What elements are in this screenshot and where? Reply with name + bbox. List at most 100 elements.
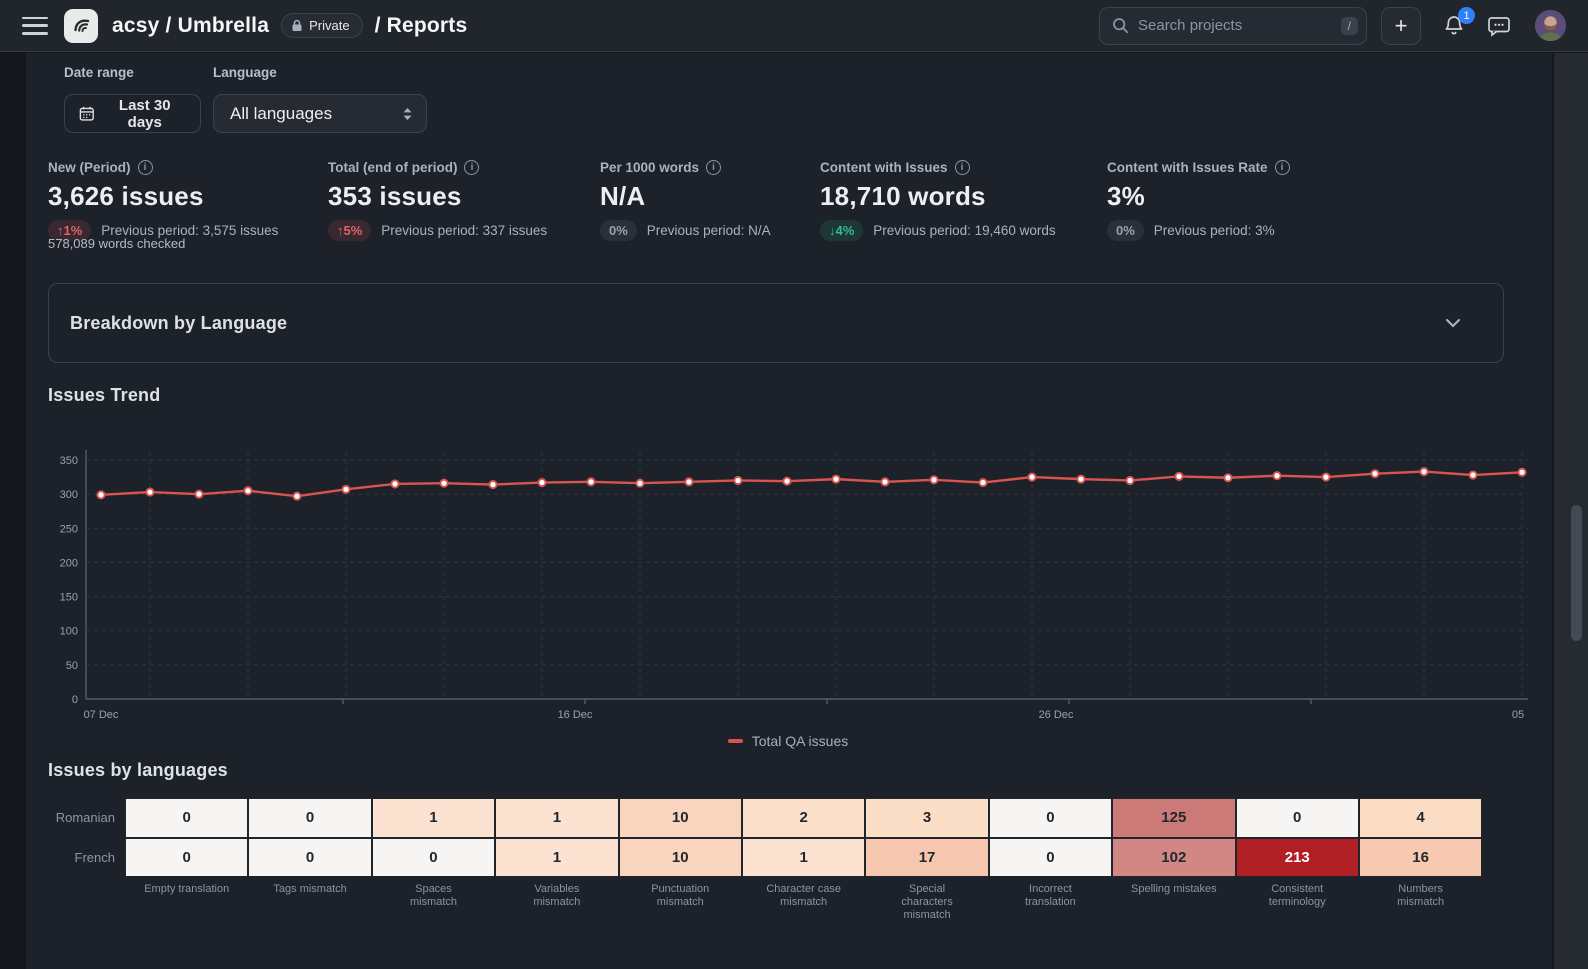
search-box[interactable]: / (1099, 6, 1367, 45)
info-icon[interactable]: i (464, 160, 480, 175)
data-point[interactable] (1076, 474, 1086, 484)
heatmap-column-label-text: Variables mismatch (533, 883, 581, 908)
stat-label-text: Content with Issues Rate (1107, 160, 1268, 175)
data-point[interactable] (1223, 473, 1233, 483)
heatmap-cell[interactable]: 16 (1358, 837, 1483, 877)
private-badge: Private (281, 13, 363, 38)
heatmap-cell[interactable]: 102 (1112, 837, 1236, 877)
data-point[interactable] (292, 491, 302, 501)
chat-icon (1488, 16, 1510, 37)
data-point[interactable] (586, 477, 596, 487)
heatmap-cell[interactable]: 1 (371, 798, 496, 838)
heatmap-cell[interactable]: 0 (988, 837, 1113, 877)
heatmap-cell[interactable]: 1 (495, 798, 619, 838)
scrollbar-track[interactable] (1554, 53, 1588, 969)
data-point[interactable] (439, 478, 449, 488)
issues-by-languages-heatmap: Romanian 0 0 1 1 10 2 3 0 125 0 4 French 0 0 0 1 10 1 17 0 10… (26, 798, 1483, 922)
info-icon[interactable]: i (1274, 160, 1290, 175)
heatmap-cell[interactable]: 10 (618, 798, 742, 838)
data-point[interactable] (390, 479, 400, 489)
heatmap-cell[interactable]: 0 (125, 837, 249, 877)
search-input[interactable] (1138, 17, 1341, 34)
heatmap-cell[interactable]: 3 (865, 798, 989, 838)
stat-sub: 0% Previous period: 3% (1107, 220, 1290, 241)
data-point[interactable] (978, 477, 988, 488)
stat-change-badge: ↑5% (328, 220, 372, 241)
stat-label: Total (end of period) i (328, 160, 547, 175)
data-point[interactable] (1517, 467, 1527, 477)
data-point[interactable] (1370, 469, 1380, 479)
heatmap-cell[interactable]: 213 (1235, 837, 1359, 877)
data-point[interactable] (96, 490, 106, 500)
messages-button[interactable] (1487, 15, 1511, 37)
heatmap-cell[interactable]: 0 (248, 837, 372, 877)
heatmap-cell[interactable]: 1 (495, 837, 619, 877)
data-point[interactable] (341, 484, 351, 494)
heatmap-column-label: Special characters mismatch (865, 877, 988, 922)
heatmap-cell[interactable]: 0 (1235, 798, 1359, 838)
breadcrumb: acsy / Umbrella Private / Reports (112, 13, 467, 38)
scrollbar-thumb[interactable] (1571, 505, 1582, 641)
heatmap-cell[interactable]: 4 (1358, 798, 1483, 838)
data-point[interactable] (194, 489, 204, 499)
data-point[interactable] (831, 474, 841, 484)
data-point[interactable] (145, 487, 155, 497)
heatmap-cell[interactable]: 0 (988, 798, 1113, 838)
data-point[interactable] (243, 486, 253, 496)
heatmap-column-label: Tags mismatch (248, 877, 371, 922)
add-button[interactable]: + (1381, 6, 1421, 45)
data-point[interactable] (1468, 470, 1478, 480)
breadcrumb-project[interactable]: acsy / Umbrella (112, 13, 270, 37)
menu-button[interactable] (22, 16, 48, 36)
heatmap-cell[interactable]: 125 (1112, 798, 1236, 838)
heatmap-column-label-text: Consistent terminology (1268, 883, 1326, 908)
data-point[interactable] (782, 476, 792, 486)
issues-trend-line-chart: 0 50 100 150 200 250 300 350 07 Dec 16 Dec 26 Dec 0… (60, 450, 1528, 721)
heatmap-cell[interactable]: 0 (371, 837, 496, 877)
user-avatar[interactable] (1535, 10, 1566, 41)
heatmap-cell[interactable]: 0 (125, 798, 249, 838)
svg-text:100: 100 (60, 626, 78, 638)
heatmap-cell[interactable]: 17 (865, 837, 989, 877)
data-point[interactable] (929, 475, 939, 485)
data-point[interactable] (488, 480, 498, 490)
stat-previous-period: Previous period: 3,575 issues (101, 223, 279, 238)
words-checked-footnote: 578,089 words checked (48, 236, 186, 251)
info-icon[interactable]: i (706, 160, 722, 175)
info-icon[interactable]: i (954, 160, 970, 175)
breakdown-by-language-card[interactable]: Breakdown by Language (48, 283, 1504, 363)
info-icon[interactable]: i (137, 160, 153, 175)
stat-sub: ↓4% Previous period: 19,460 words (820, 220, 1056, 241)
data-point[interactable] (1174, 471, 1184, 481)
data-point[interactable] (1419, 467, 1429, 477)
lock-icon (292, 19, 302, 31)
chart-legend[interactable]: Total QA issues (48, 733, 1528, 749)
date-range-value: Last 30 days (118, 96, 171, 131)
data-point[interactable] (1125, 475, 1135, 486)
app-logo[interactable] (64, 8, 98, 43)
heatmap-cell[interactable]: 0 (248, 798, 372, 838)
heatmap-cell[interactable]: 2 (741, 798, 866, 838)
notifications-button[interactable]: 1 (1443, 7, 1475, 37)
stat-change-badge: 0% (600, 220, 637, 241)
data-point[interactable] (635, 478, 645, 488)
heatmap-column-label-text: Special characters mismatch (901, 883, 953, 921)
heatmap-cell[interactable]: 10 (618, 837, 742, 877)
heatmap-corner-spacer (26, 877, 125, 922)
heatmap-column-label-text: Numbers mismatch (1397, 883, 1445, 908)
data-point[interactable] (537, 477, 547, 488)
private-badge-label: Private (309, 18, 350, 33)
date-range-button[interactable]: Last 30 days (64, 94, 201, 133)
stat-previous-period: Previous period: 337 issues (381, 223, 548, 238)
data-point[interactable] (1027, 472, 1037, 482)
language-select[interactable]: All languages (213, 94, 427, 133)
data-point[interactable] (1272, 471, 1282, 481)
data-point[interactable] (684, 477, 694, 487)
heatmap-cell[interactable]: 1 (741, 837, 866, 877)
data-point[interactable] (733, 475, 743, 486)
data-point[interactable] (1321, 472, 1331, 482)
heatmap-column-label: Character case mismatch (742, 877, 865, 922)
svg-text:150: 150 (60, 592, 78, 604)
data-point[interactable] (880, 477, 890, 487)
avatar-image (1535, 10, 1566, 41)
